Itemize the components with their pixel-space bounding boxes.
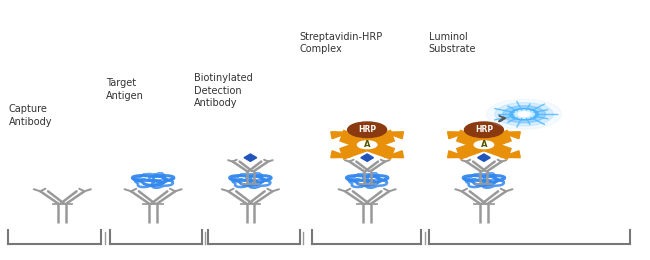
Text: Luminol
Substrate: Luminol Substrate [429,32,476,54]
Text: Streptavidin-HRP
Complex: Streptavidin-HRP Complex [299,32,382,54]
Circle shape [486,99,562,129]
Polygon shape [384,151,404,158]
Polygon shape [500,132,520,139]
Circle shape [465,122,503,138]
Circle shape [348,122,387,138]
Text: A: A [364,140,370,149]
Circle shape [510,108,538,120]
Text: HRP: HRP [475,125,493,134]
Circle shape [474,141,493,149]
Text: Target
Antigen: Target Antigen [106,78,144,101]
Circle shape [495,103,553,126]
Polygon shape [478,154,490,161]
Polygon shape [361,154,374,161]
Polygon shape [384,132,404,139]
Polygon shape [448,151,467,158]
Text: HRP: HRP [358,125,376,134]
Circle shape [502,106,545,123]
Polygon shape [500,151,520,158]
Polygon shape [331,132,350,139]
Polygon shape [448,132,467,139]
Circle shape [514,110,534,118]
Text: A: A [480,140,487,149]
Text: Capture
Antibody: Capture Antibody [8,104,52,127]
Polygon shape [244,154,257,161]
Circle shape [358,141,377,149]
Circle shape [518,112,530,116]
Polygon shape [331,151,350,158]
Text: Biotinylated
Detection
Antibody: Biotinylated Detection Antibody [194,73,253,108]
